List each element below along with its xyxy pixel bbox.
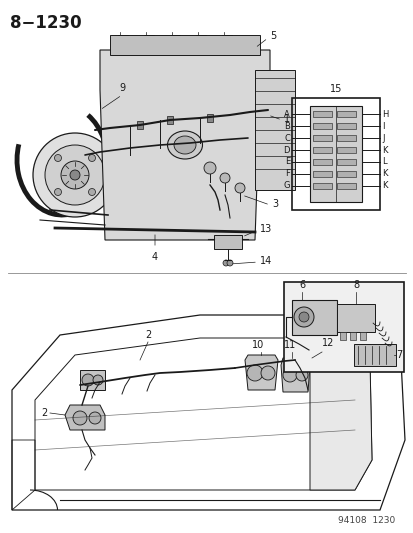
Circle shape	[282, 368, 296, 382]
Bar	[312, 159, 331, 165]
Text: 8: 8	[352, 280, 358, 290]
Circle shape	[33, 133, 117, 217]
Circle shape	[235, 183, 244, 193]
Text: 3: 3	[271, 199, 278, 209]
Bar	[137, 121, 142, 129]
Bar	[312, 171, 331, 177]
Bar	[312, 147, 331, 153]
Polygon shape	[65, 405, 105, 430]
Bar	[339, 332, 345, 340]
Text: B: B	[283, 122, 289, 131]
Bar	[312, 123, 331, 129]
Text: 10: 10	[251, 340, 263, 350]
Text: 7: 7	[395, 350, 401, 360]
Circle shape	[88, 189, 95, 196]
Bar	[336, 111, 355, 117]
Text: 9: 9	[119, 83, 125, 93]
Bar	[336, 159, 355, 165]
Text: D: D	[283, 146, 289, 155]
Bar	[336, 304, 374, 332]
Bar	[291, 300, 336, 335]
Circle shape	[247, 365, 262, 381]
Circle shape	[55, 189, 62, 196]
Text: K: K	[381, 182, 387, 190]
Bar	[312, 183, 331, 189]
Circle shape	[260, 366, 274, 380]
Bar	[214, 235, 242, 249]
Polygon shape	[244, 355, 277, 390]
Text: K: K	[381, 169, 387, 179]
Text: C: C	[283, 133, 289, 142]
Text: 2: 2	[42, 408, 48, 418]
Text: 2: 2	[145, 330, 151, 340]
Text: 15: 15	[329, 84, 342, 94]
Bar	[291, 98, 379, 210]
Circle shape	[88, 155, 95, 161]
Polygon shape	[280, 358, 309, 392]
Text: G: G	[283, 182, 289, 190]
Text: 13: 13	[259, 224, 272, 234]
Bar	[254, 70, 294, 190]
Circle shape	[82, 374, 94, 386]
Text: 14: 14	[259, 256, 272, 266]
Text: J: J	[381, 133, 384, 142]
Text: 5: 5	[269, 31, 275, 41]
Text: 4: 4	[152, 252, 158, 262]
Bar	[353, 344, 395, 366]
Text: F: F	[285, 169, 289, 179]
Circle shape	[61, 161, 89, 189]
Circle shape	[89, 412, 101, 424]
Ellipse shape	[173, 136, 195, 154]
Bar	[349, 332, 355, 340]
Circle shape	[70, 170, 80, 180]
Text: I: I	[381, 122, 384, 131]
Circle shape	[293, 307, 313, 327]
Bar	[359, 332, 365, 340]
Bar	[309, 106, 361, 202]
Polygon shape	[80, 370, 105, 390]
Circle shape	[295, 369, 307, 381]
Circle shape	[55, 155, 62, 161]
Circle shape	[226, 260, 233, 266]
Circle shape	[219, 173, 230, 183]
Text: A: A	[284, 109, 289, 118]
Polygon shape	[100, 50, 269, 240]
Ellipse shape	[167, 131, 202, 159]
Circle shape	[204, 162, 216, 174]
Bar	[312, 135, 331, 141]
Text: 8−1230: 8−1230	[10, 14, 81, 32]
Bar	[206, 114, 212, 122]
Circle shape	[298, 312, 308, 322]
Text: E: E	[284, 157, 289, 166]
Text: H: H	[381, 109, 387, 118]
Bar	[336, 147, 355, 153]
Text: 94108  1230: 94108 1230	[337, 516, 394, 525]
Bar	[336, 123, 355, 129]
Bar	[166, 116, 173, 124]
Polygon shape	[309, 338, 371, 490]
Text: K: K	[381, 146, 387, 155]
Circle shape	[45, 145, 105, 205]
Bar	[336, 171, 355, 177]
Bar	[283, 282, 403, 372]
Circle shape	[73, 411, 87, 425]
Bar	[336, 183, 355, 189]
Text: L: L	[381, 157, 386, 166]
Circle shape	[93, 375, 103, 385]
Bar	[312, 111, 331, 117]
Text: 12: 12	[321, 338, 334, 348]
Circle shape	[223, 260, 228, 266]
Bar	[110, 35, 259, 55]
Text: 6: 6	[298, 280, 304, 290]
Bar	[336, 135, 355, 141]
Text: 11: 11	[283, 340, 295, 350]
Text: 1: 1	[283, 114, 290, 124]
